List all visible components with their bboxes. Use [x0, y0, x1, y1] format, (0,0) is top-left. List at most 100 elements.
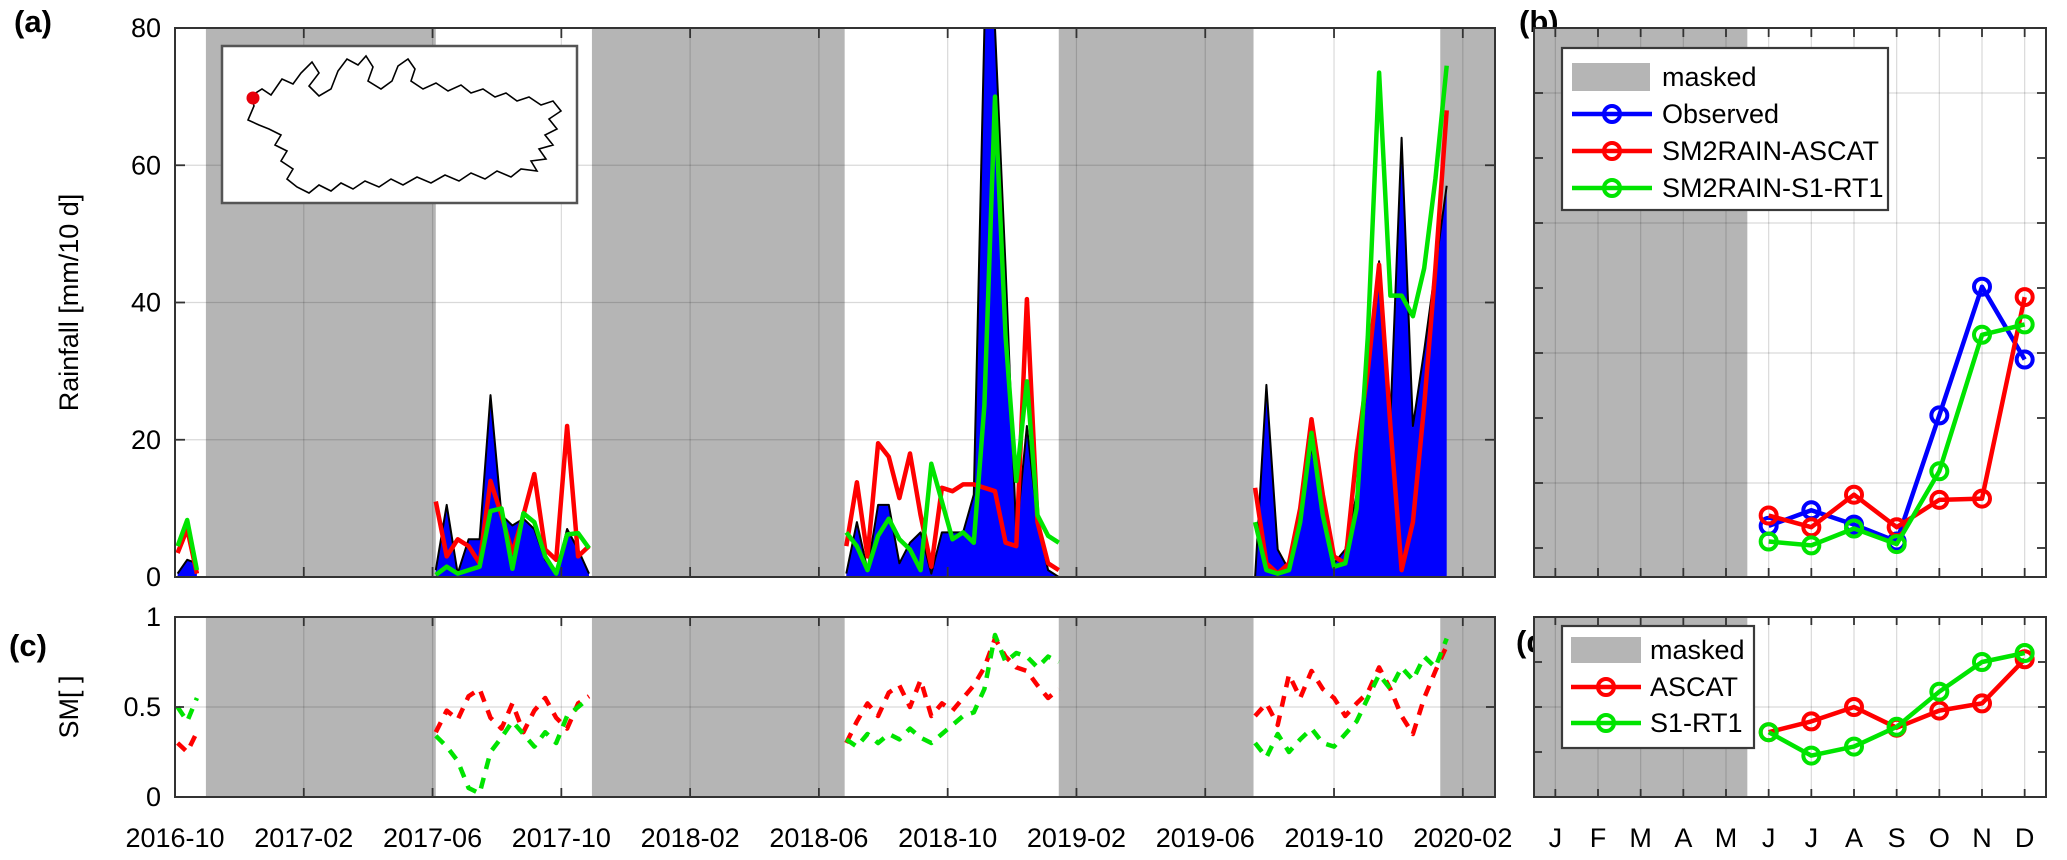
marker-SM2RAIN-ASCAT: [1801, 517, 1822, 538]
marker-S1-RT1: [1758, 722, 1779, 743]
marker-ASCAT: [1929, 700, 1950, 721]
panel-b-frame: [1533, 27, 2047, 578]
sm-s1rt1-dashed-w2: [845, 632, 1060, 749]
marker-ASCAT: [1801, 711, 1822, 732]
panel-a-ytick: 20: [131, 425, 161, 455]
panel-a-series: [175, 28, 1449, 577]
masked-band: [1058, 28, 1254, 577]
date-tick-label: 2018-10: [898, 823, 997, 853]
date-tick-label: 2018-02: [641, 823, 740, 853]
marker-SM2RAIN-ASCAT: [2014, 287, 2035, 308]
observed-area-w3: [1255, 137, 1447, 577]
sm2rain-s1rt1-line-w3: [1252, 65, 1449, 576]
panel-a-ticks: [174, 27, 1495, 578]
panel-c-series: [175, 632, 1449, 796]
panel-b-series: [1758, 276, 2035, 556]
date-tick-label: 2019-02: [1027, 823, 1126, 853]
monthly-sm-line-S1-RT1: [1767, 650, 2026, 758]
panel-a-ylabel: Rainfall [mm/10 d]: [54, 194, 84, 412]
month-tick-label: S: [1888, 823, 1906, 853]
month-tick-label: A: [1674, 823, 1692, 853]
panel-c: [205, 617, 1495, 797]
month-tick-label: M: [1629, 823, 1652, 853]
month-tick-label: J: [1549, 823, 1563, 853]
marker-Observed: [1972, 276, 1992, 297]
date-tick-label: 2017-10: [512, 823, 611, 853]
legend-b-label: masked: [1662, 62, 1757, 92]
sm-s1rt1-dashed-w3: [1253, 637, 1449, 760]
marker-SM2RAIN-S1-RT1: [2014, 314, 2035, 335]
sm-ascat-dashed-w2: [844, 636, 1061, 744]
masked-band: [1058, 617, 1254, 797]
marker-SM2RAIN-ASCAT: [1972, 488, 1992, 509]
marker-SM2RAIN-ASCAT: [1758, 505, 1779, 526]
panel-d-series: [1758, 643, 2035, 766]
sm2rain-s1rt1-line-w1: [434, 506, 591, 577]
monthly-line-SM2RAIN-ASCAT: [1768, 296, 2027, 530]
sm-s1rt1-dashed-w0: [175, 697, 199, 724]
marker-S1-RT1: [1844, 736, 1864, 757]
marker-S1-RT1: [1801, 745, 1822, 766]
observed-area-w1: [435, 395, 589, 577]
month-tick-label: D: [2015, 823, 2035, 853]
legend-d-label: ASCAT: [1650, 672, 1738, 702]
marker-SM2RAIN-ASCAT: [1844, 484, 1864, 505]
legend-d-label: masked: [1650, 635, 1745, 665]
panel-c-grid: [175, 617, 1495, 797]
date-tick-label: 2019-06: [1156, 823, 1255, 853]
marker-SM2RAIN-S1-RT1: [1844, 518, 1864, 539]
marker-ASCAT: [1972, 693, 1992, 714]
sm-ascat-dashed-w0: [176, 731, 199, 755]
sm-ascat-dashed-w3: [1253, 644, 1449, 737]
date-tick-label: 2017-02: [254, 823, 353, 853]
monthly-line-SM2RAIN-S1-RT1: [1768, 322, 2026, 548]
masked-band: [591, 28, 845, 577]
legend-d-label: S1-RT1: [1650, 708, 1743, 738]
legend-b-label: SM2RAIN-ASCAT: [1662, 136, 1879, 166]
sm2rain-ascat-line-w3: [1252, 110, 1449, 576]
panel-a-label: (a): [14, 4, 52, 39]
legend-b-label: Observed: [1662, 99, 1779, 129]
sm2rain-ascat-line-w1: [433, 423, 591, 566]
date-tick-label: 2017-06: [383, 823, 482, 853]
panel-c-ylabel: SM[ ]: [54, 675, 84, 738]
panel-a: [205, 28, 1495, 577]
sm2rain-ascat-line-w2: [844, 296, 1061, 572]
sm-s1rt1-dashed-w1: [434, 696, 591, 796]
sm2rain-s1rt1-line-w0: [175, 517, 200, 571]
marker-Observed: [2014, 349, 2035, 370]
month-tick-label: N: [1972, 823, 1992, 853]
observed-area-w2: [846, 28, 1059, 577]
month-tick-label: J: [1762, 823, 1776, 853]
month-tick-label: J: [1805, 823, 1819, 853]
inset-map: [220, 44, 579, 205]
panel-a-ytick: 60: [131, 150, 161, 180]
panel-b-ticks: [1534, 27, 2046, 577]
marker-S1-RT1: [1972, 652, 1992, 672]
panel-b-legend: masked Observed SM2RAIN-ASCAT SM2RAIN-S1-RT…: [1560, 46, 1890, 212]
masked-band: [1440, 617, 1495, 797]
sm-ascat-dashed-w1: [433, 686, 591, 735]
panel-c-ytick: 1: [146, 602, 161, 632]
region-outline: [246, 54, 563, 194]
masked-band: [591, 617, 845, 797]
marker-SM2RAIN-S1-RT1: [1929, 461, 1950, 482]
marker-SM2RAIN-S1-RT1: [1972, 324, 1992, 345]
month-tick-label: F: [1590, 823, 1607, 853]
marker-SM2RAIN-S1-RT1: [1886, 534, 1907, 555]
month-tick-label: O: [1929, 823, 1950, 853]
marker-S1-RT1: [2014, 643, 2035, 663]
panel-a-grid: [175, 28, 1495, 577]
marker-ASCAT: [2014, 649, 2035, 670]
legend-b-label: SM2RAIN-S1-RT1: [1662, 173, 1884, 203]
date-tick-label: 2018-06: [769, 823, 868, 853]
panel-c-ytick: 0: [146, 782, 161, 812]
month-tick-label: M: [1715, 823, 1738, 853]
marker-SM2RAIN-ASCAT: [1929, 489, 1950, 510]
date-tick-label: 2019-10: [1284, 823, 1383, 853]
masked-band: [205, 617, 436, 797]
marker-S1-RT1: [1886, 716, 1907, 737]
date-tick-label: 2020-02: [1413, 823, 1512, 853]
